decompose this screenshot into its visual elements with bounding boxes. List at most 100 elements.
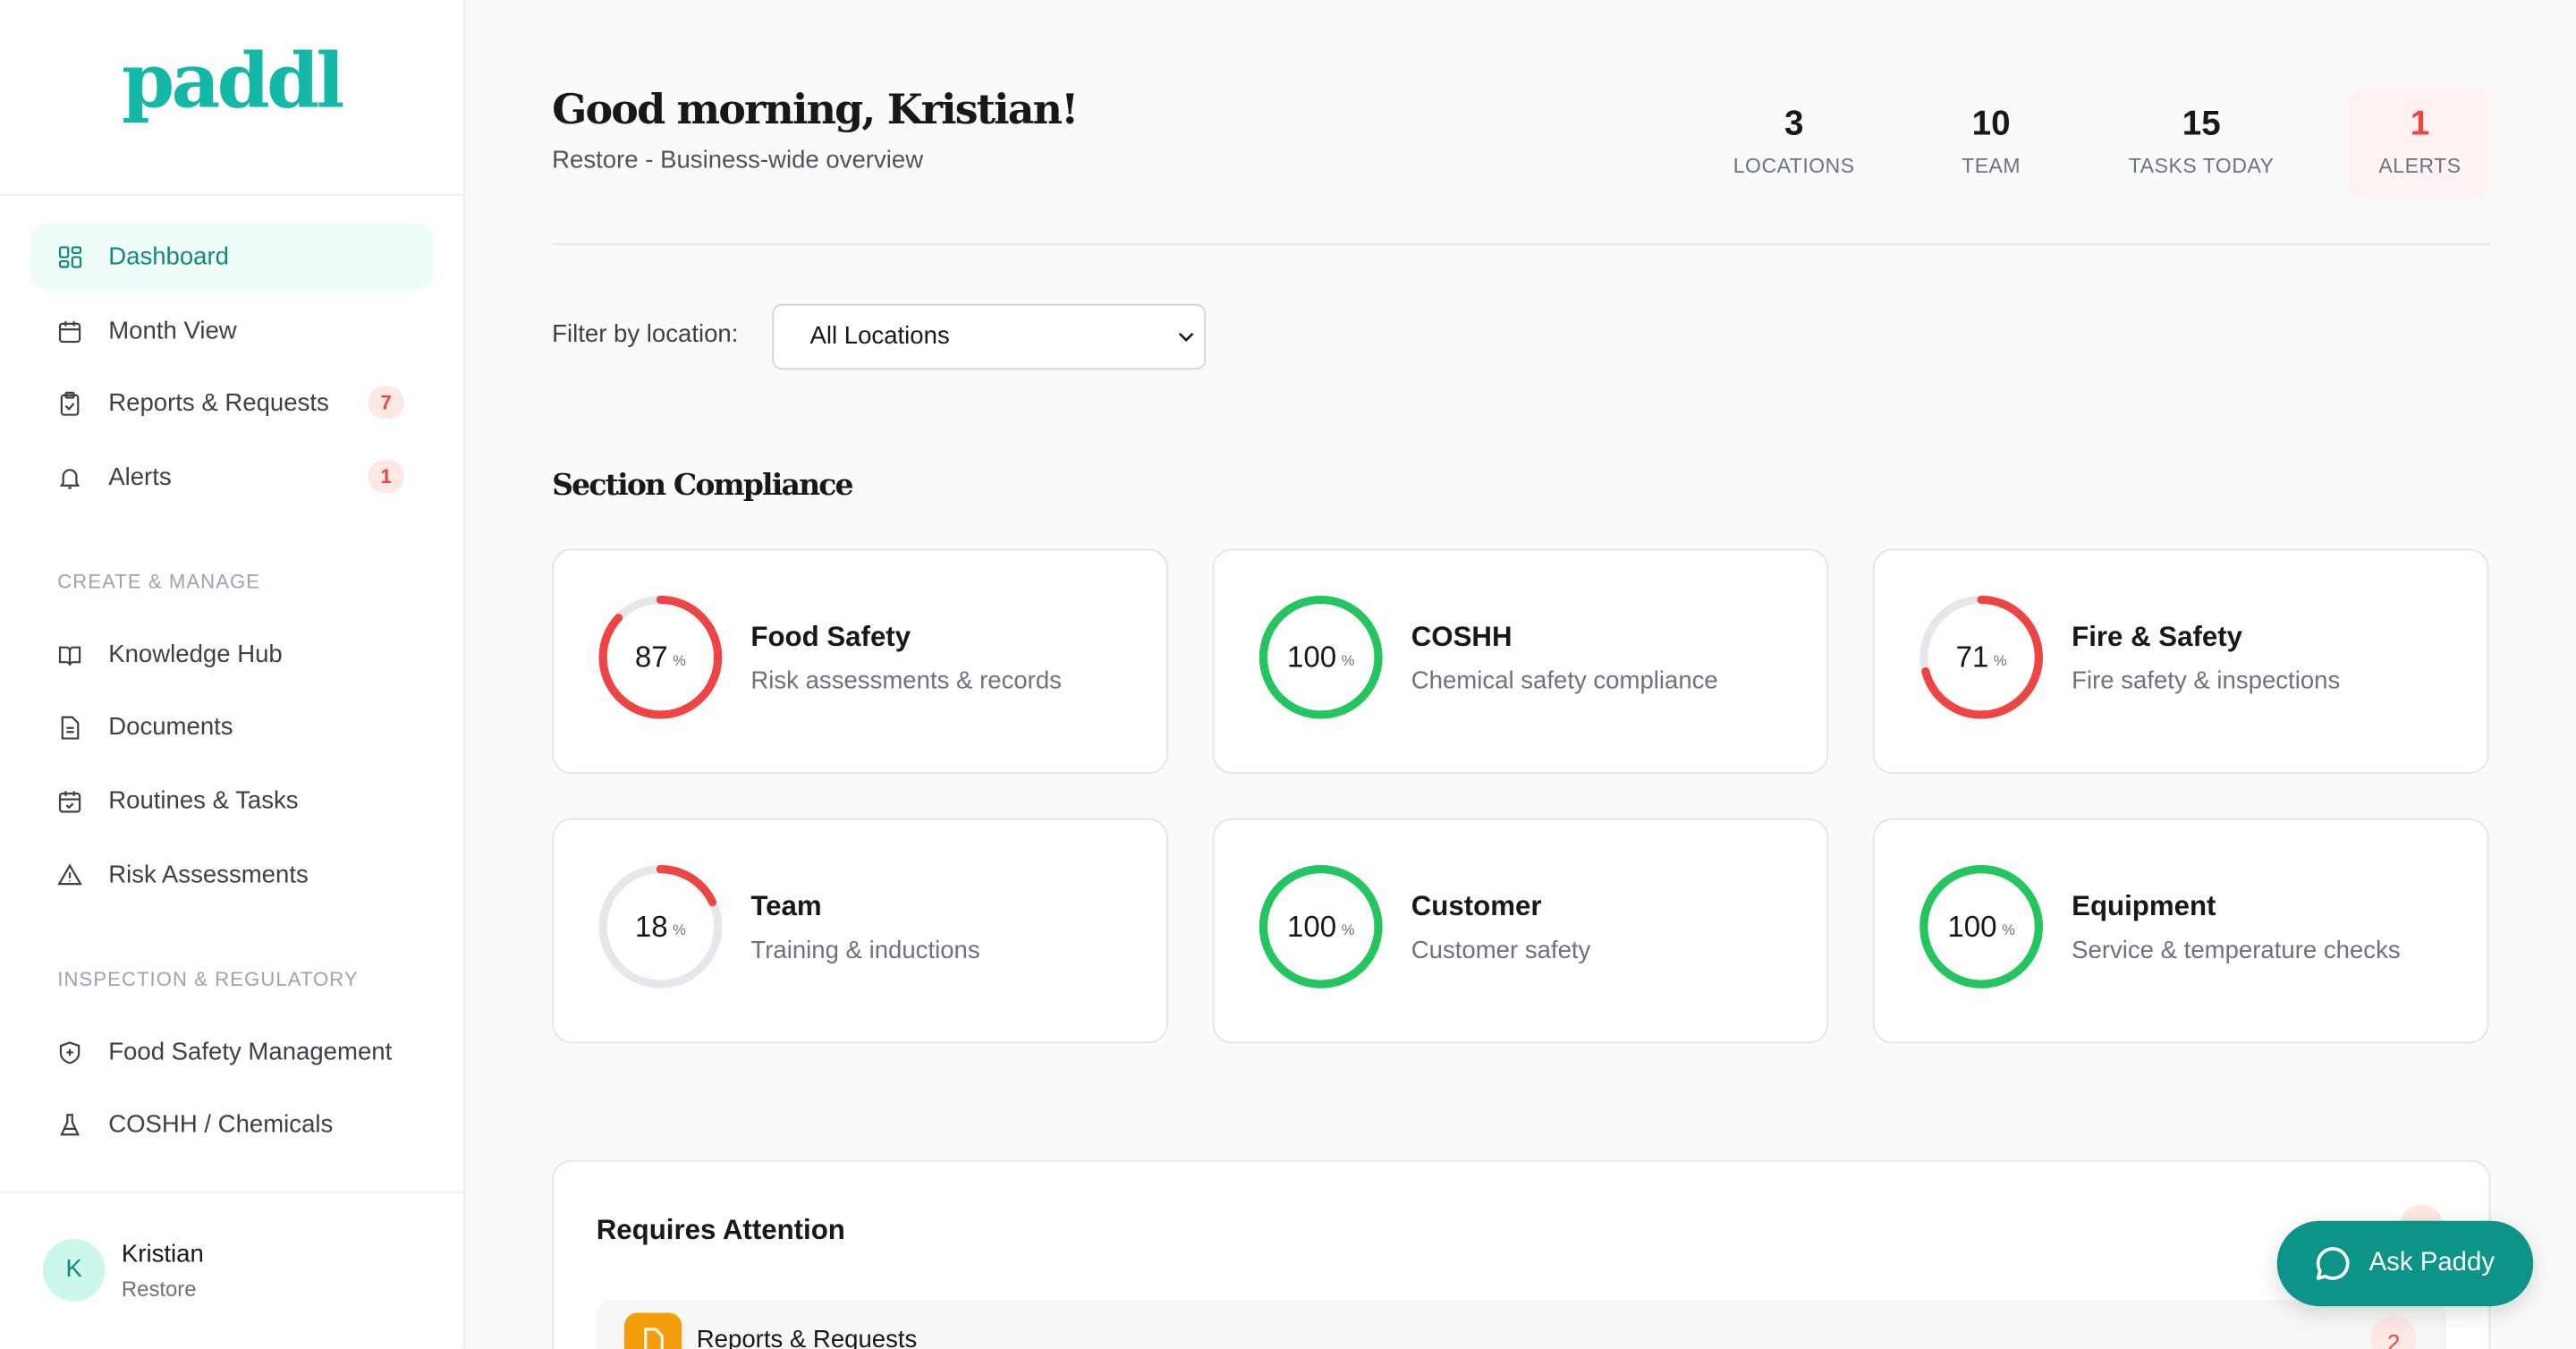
attention-item[interactable]: Reports & Requests 2 — [596, 1299, 2446, 1349]
compliance-percent: 18% — [634, 909, 686, 943]
compliance-percent: 87% — [634, 640, 686, 674]
count-badge: 7 — [368, 386, 404, 420]
compliance-card-coshh[interactable]: 100% COSHH Chemical safety compliance — [1212, 548, 1829, 775]
compliance-ring — [1258, 595, 1383, 719]
compliance-ring — [598, 865, 723, 988]
chat-icon — [2316, 1247, 2350, 1280]
card-subtitle: Chemical safety compliance — [1411, 666, 1718, 695]
sidebar-item-food-safety-management[interactable]: Food Safety Management — [30, 1019, 434, 1084]
sidebar-item-risk-assessments[interactable]: Risk Assessments — [30, 841, 434, 906]
compliance-percent: 71% — [1955, 640, 2007, 674]
sidebar: paddl Dashboard Month View Reports & Reque… — [0, 0, 465, 1349]
compliance-card-team[interactable]: 18% Team Training & inductions — [552, 818, 1168, 1044]
compliance-card-equipment[interactable]: 100% Equipment Service & temperature check… — [1872, 818, 2489, 1044]
sidebar-item-label: Routines & Tasks — [108, 785, 299, 815]
stat-label: ALERTS — [2378, 154, 2462, 178]
stat-value: 1 — [2410, 105, 2430, 143]
sidebar-item-alerts[interactable]: Alerts 1 — [30, 444, 434, 509]
sidebar-item-label: Risk Assessments — [108, 860, 309, 888]
attention-item-label: Reports & Requests — [696, 1326, 918, 1349]
stat-label: LOCATIONS — [1733, 154, 1855, 178]
sidebar-item-label: Month View — [108, 316, 237, 344]
clipboard-check-icon — [60, 390, 80, 415]
count-badge: 1 — [368, 460, 404, 494]
bell-icon — [59, 468, 80, 488]
compliance-ring-progress — [1258, 865, 1383, 988]
compliance-card-customer[interactable]: 100% Customer Customer safety — [1212, 818, 1829, 1044]
card-title: Equipment — [2072, 890, 2216, 922]
compliance-percent: 100% — [1287, 909, 1355, 943]
warning-icon — [57, 862, 82, 885]
compliance-ring — [1919, 865, 2043, 988]
stat-value: 10 — [1971, 105, 2011, 143]
card-title: COSHH — [1411, 621, 1513, 653]
stat-locations[interactable]: 3 LOCATIONS — [1704, 106, 1885, 178]
compliance-percent: 100% — [1947, 909, 2015, 943]
compliance-card-food-safety[interactable]: 87% Food Safety Risk assessments & records — [552, 548, 1168, 775]
shield-plus-icon — [59, 1040, 80, 1064]
sidebar-item-knowledge-hub[interactable]: Knowledge Hub — [30, 621, 434, 686]
stat-value: 3 — [1784, 105, 1804, 143]
flask-icon — [60, 1113, 80, 1135]
compliance-ring-progress — [598, 595, 723, 719]
section-label-inspection: INSPECTION & REGULATORY — [57, 967, 359, 991]
avatar[interactable]: K — [42, 1238, 106, 1302]
divider — [552, 242, 2491, 245]
section-label-create: CREATE & MANAGE — [57, 570, 261, 594]
card-subtitle: Service & temperature checks — [2072, 936, 2401, 965]
card-subtitle: Training & inductions — [750, 936, 980, 965]
sidebar-item-label: Food Safety Management — [108, 1037, 393, 1066]
stat-team[interactable]: 10 TEAM — [1901, 106, 2081, 178]
compliance-ring — [598, 595, 723, 719]
compliance-percent: 100% — [1287, 640, 1355, 674]
logo: paddl — [122, 36, 344, 125]
user-name: Kristian — [121, 1240, 204, 1268]
stat-label: TASKS TODAY — [2128, 154, 2275, 178]
stat-tasks-today[interactable]: 15 TASKS TODAY — [2111, 106, 2292, 178]
card-subtitle: Customer safety — [1411, 936, 1591, 965]
sidebar-item-label: Dashboard — [108, 242, 230, 271]
compliance-ring — [1919, 595, 2043, 719]
sidebar-item-label: Knowledge Hub — [108, 640, 283, 668]
card-title: Food Safety — [750, 621, 911, 653]
sidebar-item-month-view[interactable]: Month View — [30, 297, 434, 362]
book-icon — [58, 645, 81, 666]
filter-label: Filter by location: — [552, 320, 739, 349]
page-subtitle: Restore - Business-wide overview — [552, 146, 924, 174]
sidebar-item-label: Alerts — [108, 462, 172, 491]
sidebar-item-label: COSHH / Chemicals — [108, 1109, 334, 1138]
card-title: Fire & Safety — [2072, 621, 2243, 653]
compliance-ring-progress — [598, 865, 723, 988]
chevron-down-icon — [1178, 332, 1194, 343]
attention-item-count: 2 — [2370, 1316, 2417, 1349]
compliance-ring — [1258, 865, 1383, 988]
compliance-ring-progress — [1258, 595, 1383, 719]
stat-alerts[interactable]: 1 ALERTS — [2329, 106, 2510, 178]
stat-label: TEAM — [1962, 154, 2021, 178]
sidebar-item-routines-tasks[interactable]: Routines & Tasks — [30, 768, 434, 833]
sidebar-item-coshh-chemicals[interactable]: COSHH / Chemicals — [30, 1091, 434, 1157]
page-title: Good morning, Kristian! — [552, 85, 1079, 133]
location-select[interactable]: All Locations — [772, 303, 1207, 370]
document-icon — [61, 715, 80, 739]
section-title: Section Compliance — [552, 468, 853, 504]
compliance-card-fire-safety[interactable]: 71% Fire & Safety Fire safety & inspection… — [1872, 548, 2489, 775]
card-title: Customer — [1411, 890, 1542, 922]
sidebar-item-label: Documents — [108, 712, 233, 741]
divider — [0, 1191, 463, 1193]
location-select-value: All Locations — [809, 322, 950, 351]
ask-paddy-label: Ask Paddy — [2368, 1248, 2496, 1277]
sidebar-item-documents[interactable]: Documents — [30, 693, 434, 759]
calendar-check-icon — [58, 790, 81, 812]
sidebar-item-dashboard[interactable]: Dashboard — [30, 223, 434, 290]
alerts-highlight — [2349, 87, 2491, 199]
card-title: Team — [750, 890, 822, 922]
card-subtitle: Fire safety & inspections — [2072, 666, 2341, 695]
dashboard-icon — [58, 245, 82, 267]
stat-value: 15 — [2182, 105, 2221, 143]
compliance-ring-progress — [1919, 595, 2043, 719]
ask-paddy-button[interactable]: Ask Paddy — [2276, 1220, 2534, 1307]
attention-title: Requires Attention — [596, 1214, 845, 1246]
sidebar-item-reports-requests[interactable]: Reports & Requests 7 — [30, 369, 434, 435]
card-subtitle: Risk assessments & records — [750, 666, 1062, 695]
